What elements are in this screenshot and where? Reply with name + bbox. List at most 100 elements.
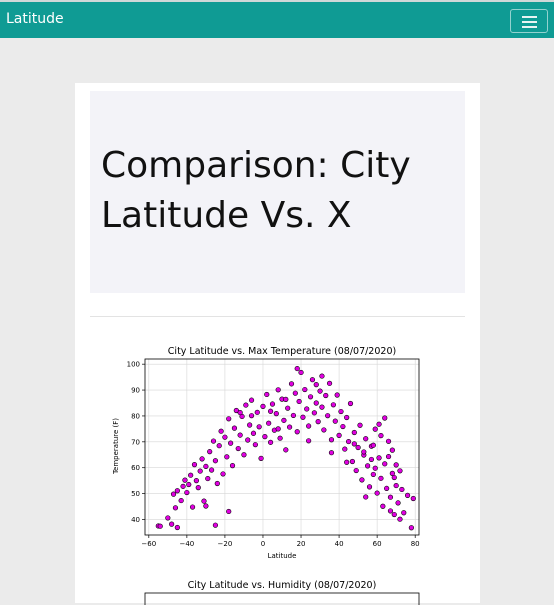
data-point [326, 380, 333, 386]
content-card: Comparison: City Latitude Vs. X City Lat… [75, 83, 480, 605]
data-point [344, 414, 350, 421]
data-point [342, 446, 348, 452]
data-point [243, 402, 249, 408]
data-point [256, 424, 262, 430]
data-point [306, 423, 312, 429]
data-point [361, 449, 367, 455]
data-point [193, 478, 199, 484]
data-point [203, 503, 209, 509]
data-point [300, 414, 306, 420]
data-point [363, 494, 369, 500]
y-tick-label: 100 [127, 361, 140, 369]
data-point [387, 494, 394, 500]
data-point [393, 462, 399, 468]
data-point [191, 461, 198, 468]
data-point [170, 491, 177, 497]
data-point [285, 405, 291, 411]
data-point [165, 515, 171, 521]
data-point [288, 381, 295, 387]
data-point [180, 483, 186, 489]
data-point [294, 365, 300, 372]
data-point [277, 435, 283, 441]
data-point [397, 516, 403, 522]
data-point [178, 497, 184, 504]
data-point [186, 481, 192, 488]
data-point [372, 465, 378, 471]
y-tick-label: 90 [131, 387, 140, 395]
data-point [283, 396, 289, 402]
data-point [273, 411, 279, 417]
data-point [248, 413, 255, 419]
data-point [387, 508, 394, 514]
data-point [351, 441, 357, 447]
data-point [389, 470, 395, 476]
data-point [197, 468, 203, 474]
data-point [169, 521, 175, 527]
data-point [157, 523, 163, 529]
data-point [363, 436, 369, 442]
data-point [210, 438, 217, 444]
data-point [264, 391, 270, 398]
data-point [235, 445, 241, 452]
data-point [391, 511, 397, 518]
plot-frame [144, 358, 420, 536]
data-point [384, 485, 390, 492]
temperature-scatter-chart: City Latitude vs. Max Temperature (08/07… [112, 346, 420, 560]
navbar-toggler-button[interactable] [510, 9, 548, 33]
data-point [355, 444, 361, 451]
x-tick-label: −60 [141, 540, 156, 548]
data-point [340, 423, 346, 430]
data-point [359, 477, 365, 483]
data-point [321, 427, 327, 433]
data-point [311, 410, 317, 416]
data-point [182, 477, 188, 483]
data-point [195, 485, 201, 491]
data-point [372, 426, 378, 432]
data-point [385, 438, 392, 444]
data-point [205, 475, 211, 482]
data-point [302, 386, 308, 393]
data-point [336, 432, 342, 438]
data-point [281, 417, 287, 423]
data-point [260, 403, 266, 409]
data-point [325, 413, 331, 419]
y-tick-label: 40 [131, 516, 140, 524]
data-point [306, 438, 312, 444]
data-point [351, 429, 357, 436]
data-point [262, 434, 268, 440]
data-point [330, 402, 336, 408]
data-point [275, 426, 281, 432]
data-point [382, 415, 388, 421]
data-point [174, 488, 180, 494]
y-tick-label: 60 [131, 464, 140, 472]
data-point [174, 524, 180, 531]
data-point [248, 397, 255, 403]
data-point [241, 452, 247, 458]
data-point [309, 377, 316, 383]
data-point [212, 522, 219, 528]
data-point [378, 433, 384, 439]
data-point [408, 525, 414, 531]
data-point [393, 482, 399, 489]
humidity-scatter-chart: City Latitude vs. Humidity (08/07/2020) [144, 580, 420, 605]
data-point [376, 455, 382, 461]
data-point [188, 472, 194, 478]
data-point [283, 447, 289, 453]
data-point [410, 495, 416, 502]
data-point [212, 458, 219, 464]
data-point [172, 505, 179, 511]
data-point [231, 425, 238, 431]
x-tick-label: 20 [297, 540, 306, 548]
navbar-brand[interactable]: Latitude [6, 11, 64, 27]
data-point [203, 463, 209, 470]
x-tick-label: 80 [411, 540, 420, 548]
data-point [275, 387, 281, 393]
data-point [368, 456, 375, 463]
data-point [216, 443, 222, 449]
data-point [247, 422, 253, 428]
data-point [328, 437, 335, 443]
x-tick-label: −40 [179, 540, 194, 548]
data-point [317, 388, 323, 394]
data-point [365, 463, 371, 469]
data-point [304, 406, 310, 412]
